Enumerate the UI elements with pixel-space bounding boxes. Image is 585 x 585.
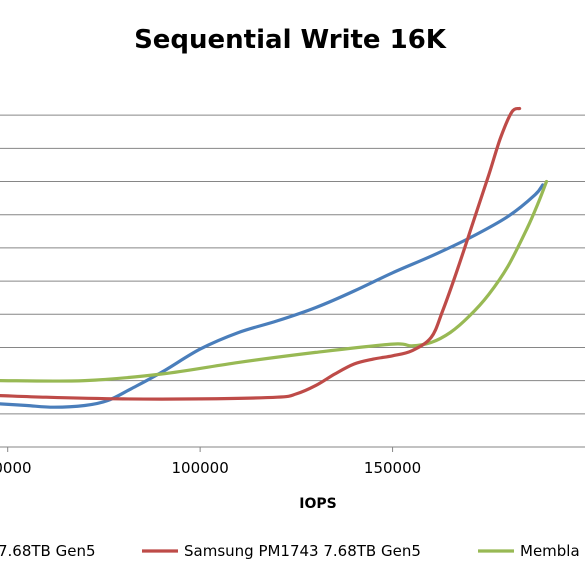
x-tick-label-2: 150000	[364, 459, 421, 477]
x-tick-label-1: 100000	[171, 459, 228, 477]
legend-label-0: 7.68TB Gen5	[0, 542, 96, 560]
x-ticks: 50000 100000 150000	[0, 447, 421, 477]
chart-title: Sequential Write 16K	[134, 25, 447, 55]
x-axis-label: IOPS	[299, 496, 336, 512]
x-tick-label-0: 50000	[0, 459, 32, 477]
legend-label-2: Membla	[520, 542, 580, 560]
series-line-0	[0, 183, 545, 409]
series-lines	[0, 106, 549, 409]
legend: 7.68TB Gen5 Samsung PM1743 7.68TB Gen5 Mem…	[0, 542, 580, 560]
series-line-1	[0, 106, 522, 401]
legend-label-1: Samsung PM1743 7.68TB Gen5	[184, 542, 421, 560]
